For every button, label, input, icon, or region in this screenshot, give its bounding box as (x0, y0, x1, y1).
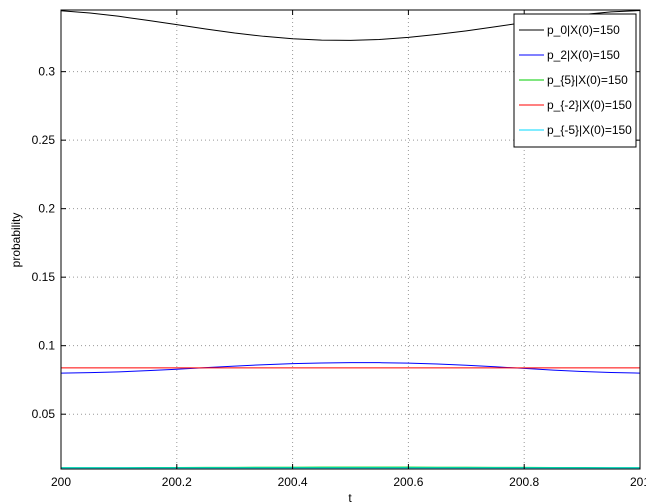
y-axis-label: probability (9, 213, 23, 268)
series-line (60, 362, 641, 374)
legend-entry: p_{-5}|X(0)=150 (547, 123, 632, 137)
y-tick-label: 0.05 (32, 407, 56, 421)
legend-entry: p_2|X(0)=150 (547, 48, 620, 62)
x-tick-label: 200.2 (162, 475, 192, 489)
legend-entry: p_{-2}|X(0)=150 (547, 98, 632, 112)
x-axis-label: t (348, 491, 352, 504)
legend-entry: p_{5}|X(0)=150 (547, 73, 628, 87)
x-tick-label: 200.6 (393, 475, 423, 489)
axis-ticks (60, 10, 641, 469)
y-tick-label: 0.1 (38, 339, 55, 353)
x-tick-label: 200.8 (509, 475, 539, 489)
legend: p_0|X(0)=150 p_2|X(0)=150 p_{5}|X(0)=150 p_… (513, 13, 637, 148)
tick-labels: 200 200.2 200.4 200.6 200.8 201 0.05 0.1 0.15 0.2… (32, 65, 646, 489)
plot-frame (60, 9, 641, 470)
x-tick-label: 200 (51, 475, 71, 489)
y-tick-label: 0.2 (38, 202, 55, 216)
x-tick-label: 201 (630, 475, 646, 489)
legend-entry: p_0|X(0)=150 (547, 23, 620, 37)
series-lines (60, 10, 641, 469)
y-tick-label: 0.3 (38, 65, 55, 79)
y-tick-label: 0.25 (32, 133, 56, 147)
x-tick-label: 200.4 (278, 475, 308, 489)
y-tick-label: 0.15 (32, 270, 56, 284)
